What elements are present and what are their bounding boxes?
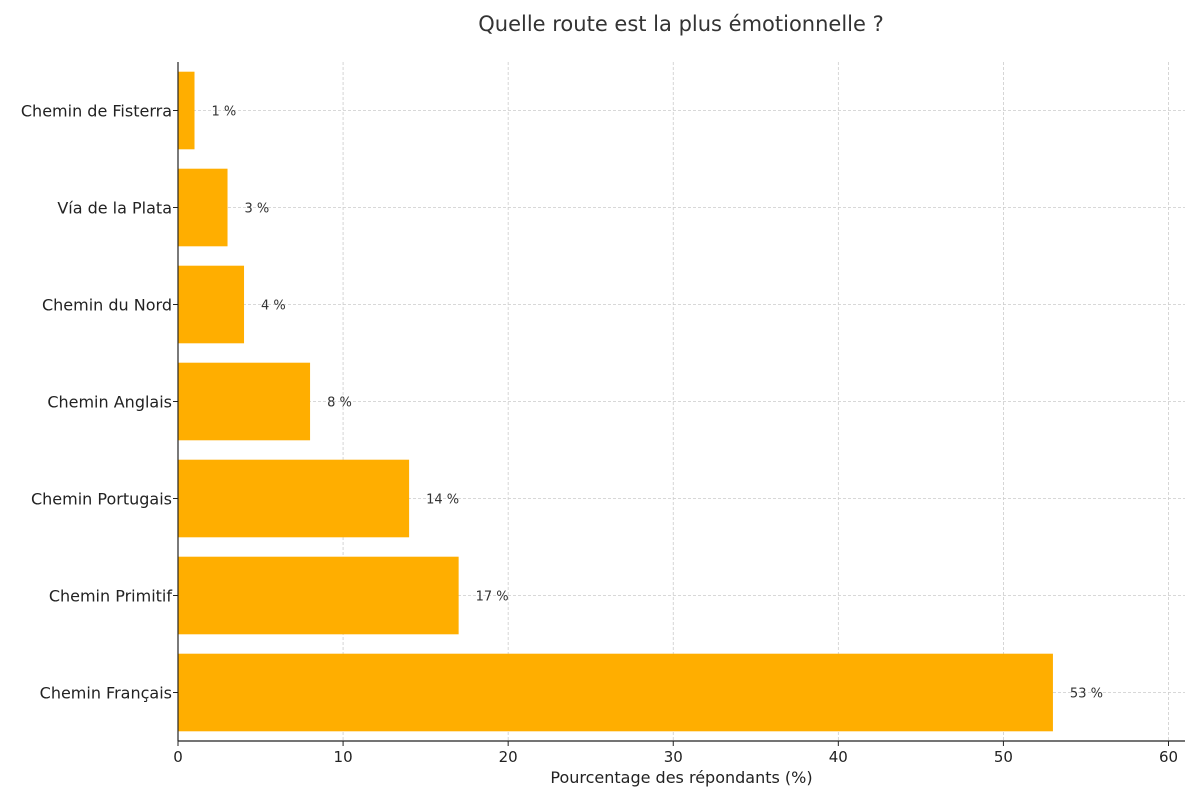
x-tick-label: 20 [499,748,518,766]
bar [178,265,245,344]
bar-value-label: 17 % [476,590,509,605]
bar [178,71,195,150]
bar [178,362,311,441]
bar [178,556,459,635]
x-axis-title: Pourcentage des répondants (%) [550,768,812,787]
category-label: Chemin de Fisterra [21,102,172,121]
x-tick-label: 40 [829,748,848,766]
bar-value-label: 53 % [1070,687,1103,702]
bar-value-label: 1 % [212,105,237,120]
bar [178,459,410,538]
x-tick-label: 10 [334,748,353,766]
bar [178,653,1053,732]
category-label: Chemin Portugais [31,490,172,509]
category-label: Chemin Anglais [47,393,172,412]
category-label: Chemin Primitif [49,587,173,606]
bar-value-label: 4 % [261,299,286,314]
category-labels: Chemin Français Chemin Primitif Chemin Por… [21,102,172,703]
bars [178,71,1053,732]
bar-value-label: 14 % [426,493,459,508]
x-tick-label: 30 [664,748,683,766]
x-tick-label: 0 [173,748,183,766]
category-label: Vía de la Plata [57,199,172,218]
chart-title: Quelle route est la plus émotionnelle ? [478,12,884,36]
axes [173,62,1185,746]
bar-value-label: 3 % [245,202,270,217]
bar [178,168,228,247]
x-tick-label: 60 [1159,748,1178,766]
category-label: Chemin du Nord [42,296,172,315]
category-label: Chemin Français [40,684,172,703]
bar-value-label: 8 % [327,396,352,411]
value-labels: 53 % 17 % 14 % 8 % 4 % 3 % 1 % [212,105,1103,702]
x-tick-label: 50 [994,748,1013,766]
x-tick-labels: 0 10 20 30 40 50 60 [173,748,1178,766]
